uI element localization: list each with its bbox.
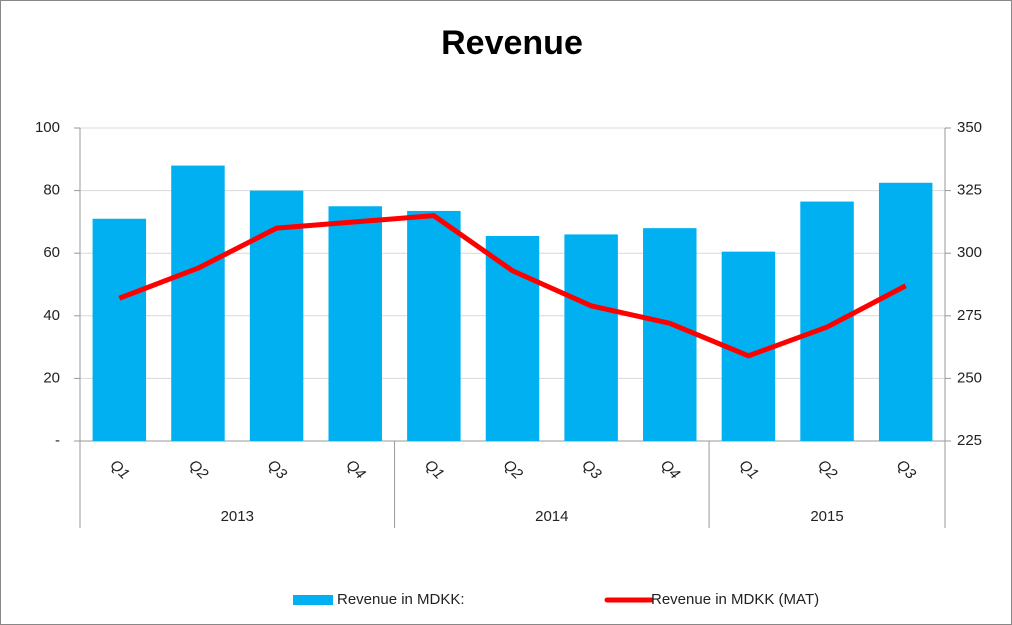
y-tick-label: -: [55, 432, 60, 449]
y2-tick-label: 275: [957, 307, 982, 324]
bar: [878, 182, 933, 441]
bar: [92, 218, 147, 441]
legend-swatch: [293, 595, 333, 605]
y-tick-label: 60: [43, 244, 60, 261]
bar: [328, 206, 382, 441]
group-label: 2015: [810, 508, 843, 525]
y2-tick-label: 325: [957, 182, 982, 199]
y-tick-label: 40: [43, 307, 60, 324]
bar: [643, 228, 697, 441]
bar: [407, 210, 461, 441]
y2-tick-label: 300: [957, 244, 982, 261]
line: [118, 213, 907, 359]
chart-title: Revenue: [441, 24, 583, 62]
y2-tick-label: 250: [957, 369, 982, 386]
bar: [171, 165, 225, 441]
y-tick-label: 80: [43, 182, 60, 199]
group-label: 2013: [221, 508, 254, 525]
legend-label: Revenue in MDKK:: [337, 591, 465, 608]
legend-label: Revenue in MDKK (MAT): [651, 591, 819, 608]
group-label: 2014: [535, 508, 568, 525]
y2-tick-label: 350: [957, 119, 982, 136]
bar: [564, 234, 618, 441]
bar: [800, 201, 854, 441]
y-tick-label: 20: [43, 369, 60, 386]
bar: [249, 190, 304, 441]
y-tick-label: 100: [35, 119, 60, 136]
bar: [485, 235, 540, 441]
y2-tick-label: 225: [957, 432, 982, 449]
